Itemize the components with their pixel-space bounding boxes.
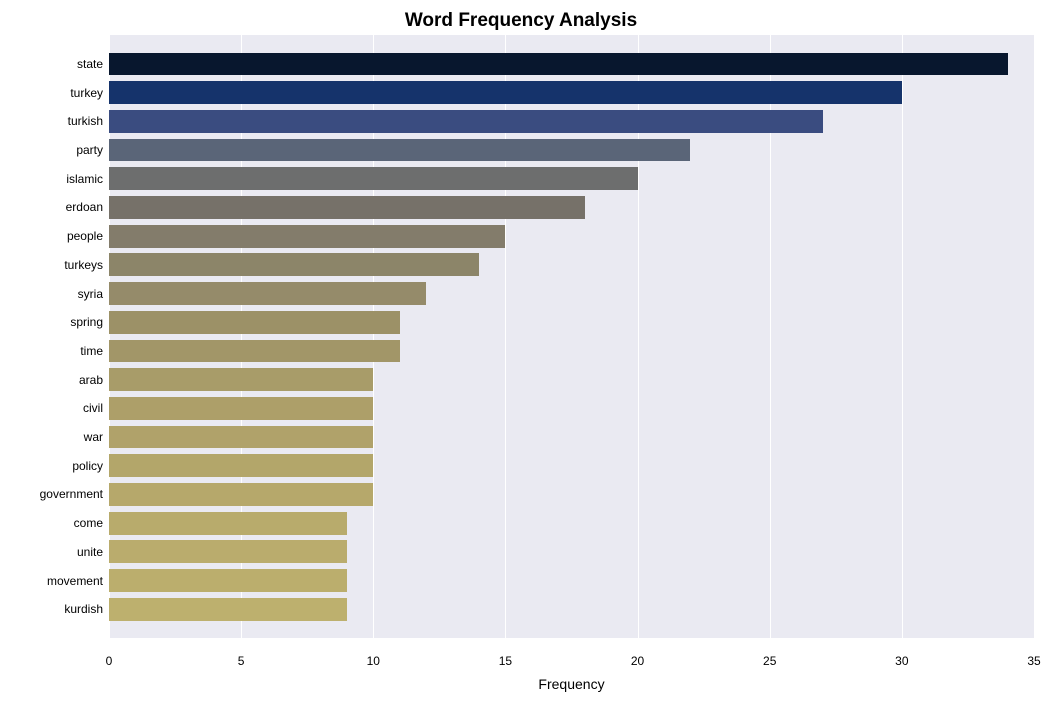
bar: [109, 282, 426, 305]
gridline: [902, 35, 903, 638]
chart-container: Word Frequency Analysis Frequency 0 5 10 15…: [0, 0, 1042, 701]
y-tick-label: spring: [70, 315, 103, 329]
y-tick-label: people: [67, 229, 103, 243]
y-tick-label: turkish: [68, 114, 103, 128]
y-tick-label: come: [74, 516, 103, 530]
y-tick-label: kurdish: [64, 602, 103, 616]
x-axis-title: Frequency: [109, 676, 1034, 692]
bar: [109, 483, 373, 506]
y-tick-label: movement: [47, 574, 103, 588]
bar: [109, 167, 638, 190]
y-tick-label: turkey: [70, 86, 103, 100]
x-tick-label: 20: [631, 654, 644, 668]
bar: [109, 81, 902, 104]
bar: [109, 454, 373, 477]
y-tick-label: arab: [79, 373, 103, 387]
y-tick-label: war: [84, 430, 103, 444]
y-tick-label: policy: [72, 459, 103, 473]
plot-area: [109, 35, 1034, 638]
x-tick-label: 0: [106, 654, 113, 668]
bar: [109, 196, 585, 219]
y-tick-label: civil: [83, 401, 103, 415]
y-tick-label: turkeys: [64, 258, 103, 272]
bar: [109, 53, 1008, 76]
bar: [109, 110, 823, 133]
bar: [109, 540, 347, 563]
bar: [109, 512, 347, 535]
y-tick-label: erdoan: [66, 200, 103, 214]
bar: [109, 253, 479, 276]
bar: [109, 340, 400, 363]
bar: [109, 598, 347, 621]
bar: [109, 139, 690, 162]
x-tick-label: 25: [763, 654, 776, 668]
x-tick-label: 30: [895, 654, 908, 668]
x-tick-label: 35: [1027, 654, 1040, 668]
x-tick-label: 10: [367, 654, 380, 668]
x-tick-label: 5: [238, 654, 245, 668]
y-tick-label: time: [80, 344, 103, 358]
y-tick-label: syria: [78, 287, 103, 301]
chart-title: Word Frequency Analysis: [0, 10, 1042, 32]
y-tick-label: government: [40, 487, 103, 501]
y-tick-label: islamic: [66, 172, 103, 186]
bar: [109, 569, 347, 592]
gridline: [1034, 35, 1035, 638]
y-tick-label: party: [76, 143, 103, 157]
bar: [109, 397, 373, 420]
bar: [109, 426, 373, 449]
bar: [109, 311, 400, 334]
y-tick-label: unite: [77, 545, 103, 559]
bar: [109, 225, 505, 248]
y-tick-label: state: [77, 57, 103, 71]
bar: [109, 368, 373, 391]
x-tick-label: 15: [499, 654, 512, 668]
